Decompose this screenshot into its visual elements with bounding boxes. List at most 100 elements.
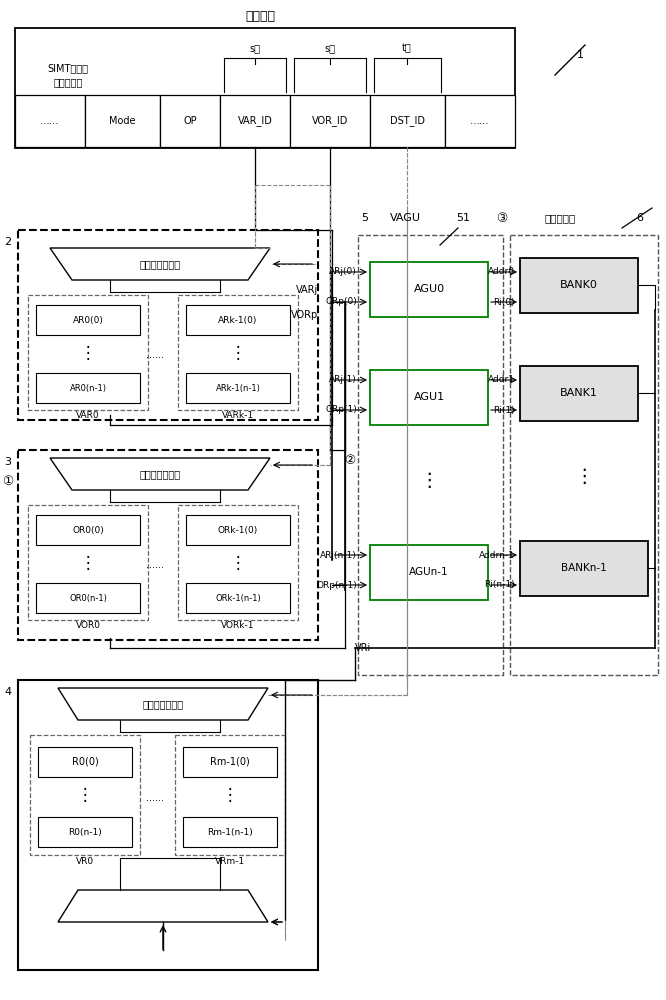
Text: VARj: VARj xyxy=(296,285,318,295)
Bar xyxy=(186,305,290,335)
Text: 寄存器组选择器: 寄存器组选择器 xyxy=(143,699,184,709)
Bar xyxy=(358,235,503,675)
Text: OR0(n-1): OR0(n-1) xyxy=(69,593,107,602)
Bar xyxy=(520,541,648,596)
Text: ⋮: ⋮ xyxy=(80,344,97,362)
Text: AGUn-1: AGUn-1 xyxy=(409,567,449,577)
Text: Rm-1(n-1): Rm-1(n-1) xyxy=(207,828,253,836)
Bar xyxy=(38,817,132,847)
Text: 2: 2 xyxy=(5,237,11,247)
Text: R0(0): R0(0) xyxy=(72,757,99,767)
Text: VORk-1: VORk-1 xyxy=(221,620,255,630)
Text: 3: 3 xyxy=(5,457,11,467)
Bar xyxy=(186,373,290,403)
Bar xyxy=(370,262,488,317)
Bar xyxy=(520,366,638,421)
Text: ⋮: ⋮ xyxy=(222,786,238,804)
Bar xyxy=(18,680,318,970)
Polygon shape xyxy=(50,248,270,280)
Text: AGU0: AGU0 xyxy=(414,284,445,294)
Text: ③: ③ xyxy=(496,212,507,225)
Text: 1: 1 xyxy=(577,50,583,60)
Text: ②: ② xyxy=(344,454,356,466)
Bar xyxy=(370,370,488,425)
Text: s位: s位 xyxy=(250,43,260,53)
Text: ORp(n-1): ORp(n-1) xyxy=(316,580,357,589)
Text: ......: ...... xyxy=(146,350,164,360)
Text: ①: ① xyxy=(3,475,13,488)
Bar xyxy=(186,583,290,613)
Bar xyxy=(85,95,160,147)
Text: VRm-1: VRm-1 xyxy=(215,856,245,865)
Bar xyxy=(18,230,318,420)
Text: VAGU: VAGU xyxy=(390,213,420,223)
Bar xyxy=(30,735,140,855)
Text: Addrn-1: Addrn-1 xyxy=(479,550,515,560)
Text: 6: 6 xyxy=(637,213,643,223)
Bar xyxy=(186,515,290,545)
Text: ......: ...... xyxy=(146,793,164,803)
Text: AR0(n-1): AR0(n-1) xyxy=(69,383,107,392)
Bar xyxy=(370,95,445,147)
Polygon shape xyxy=(50,458,270,490)
Bar xyxy=(15,95,85,147)
Text: ORk-1(n-1): ORk-1(n-1) xyxy=(215,593,261,602)
Text: ARk-1(n-1): ARk-1(n-1) xyxy=(216,383,260,392)
Text: ARj(1): ARj(1) xyxy=(329,375,357,384)
Text: Addr1: Addr1 xyxy=(488,375,515,384)
Text: DST_ID: DST_ID xyxy=(390,116,425,126)
Text: R0(n-1): R0(n-1) xyxy=(68,828,102,836)
Bar xyxy=(183,817,277,847)
Text: OR0(0): OR0(0) xyxy=(72,526,104,534)
Bar xyxy=(36,583,140,613)
Text: VARk-1: VARk-1 xyxy=(222,410,254,420)
Bar xyxy=(36,515,140,545)
Text: ......: ...... xyxy=(146,560,164,570)
Text: VAR_ID: VAR_ID xyxy=(238,116,272,126)
Bar xyxy=(160,95,220,147)
Text: ARj(n-1): ARj(n-1) xyxy=(320,550,357,560)
Bar xyxy=(220,95,290,147)
Bar xyxy=(36,305,140,335)
Text: 存指令格式: 存指令格式 xyxy=(53,77,83,87)
Text: AGU1: AGU1 xyxy=(414,392,445,402)
Text: ORp(0): ORp(0) xyxy=(325,298,357,306)
Text: Ri(0): Ri(0) xyxy=(494,298,515,306)
Text: VR0: VR0 xyxy=(76,856,94,865)
Polygon shape xyxy=(58,890,268,922)
Text: ⋮: ⋮ xyxy=(80,554,97,572)
Text: VORp: VORp xyxy=(291,310,318,320)
Text: ORp(1): ORp(1) xyxy=(325,406,357,414)
Text: BANK1: BANK1 xyxy=(560,388,598,398)
Bar xyxy=(510,235,658,675)
Text: Rm-1(0): Rm-1(0) xyxy=(210,757,250,767)
Text: BANK0: BANK0 xyxy=(560,280,598,290)
Text: 4: 4 xyxy=(5,687,11,697)
Bar xyxy=(445,95,515,147)
Text: ⋮: ⋮ xyxy=(420,471,439,489)
Text: ARk-1(0): ARk-1(0) xyxy=(218,316,258,324)
Text: ORk-1(0): ORk-1(0) xyxy=(218,526,258,534)
Text: BANKn-1: BANKn-1 xyxy=(561,563,607,573)
Bar xyxy=(183,747,277,777)
Text: Ri(1): Ri(1) xyxy=(494,406,515,414)
Text: ⋮: ⋮ xyxy=(230,344,246,362)
Text: ⋮: ⋮ xyxy=(77,786,93,804)
Bar xyxy=(15,28,515,148)
Text: 寄存器组选择器: 寄存器组选择器 xyxy=(139,259,180,269)
Bar xyxy=(38,747,132,777)
Text: ……: …… xyxy=(470,116,490,126)
Text: 寄存器组选择器: 寄存器组选择器 xyxy=(139,469,180,479)
Text: OP: OP xyxy=(183,116,197,126)
Text: t位: t位 xyxy=(402,43,412,53)
Text: Ri(n-1): Ri(n-1) xyxy=(484,580,515,589)
Text: 指令译码: 指令译码 xyxy=(245,9,275,22)
Text: ARj(0): ARj(0) xyxy=(329,267,357,276)
Text: ……: …… xyxy=(40,116,60,126)
Text: 5: 5 xyxy=(362,213,368,223)
Text: s位: s位 xyxy=(324,43,336,53)
Bar xyxy=(290,95,370,147)
Bar xyxy=(18,450,318,640)
Bar xyxy=(370,545,488,600)
Text: VRi: VRi xyxy=(355,643,371,653)
